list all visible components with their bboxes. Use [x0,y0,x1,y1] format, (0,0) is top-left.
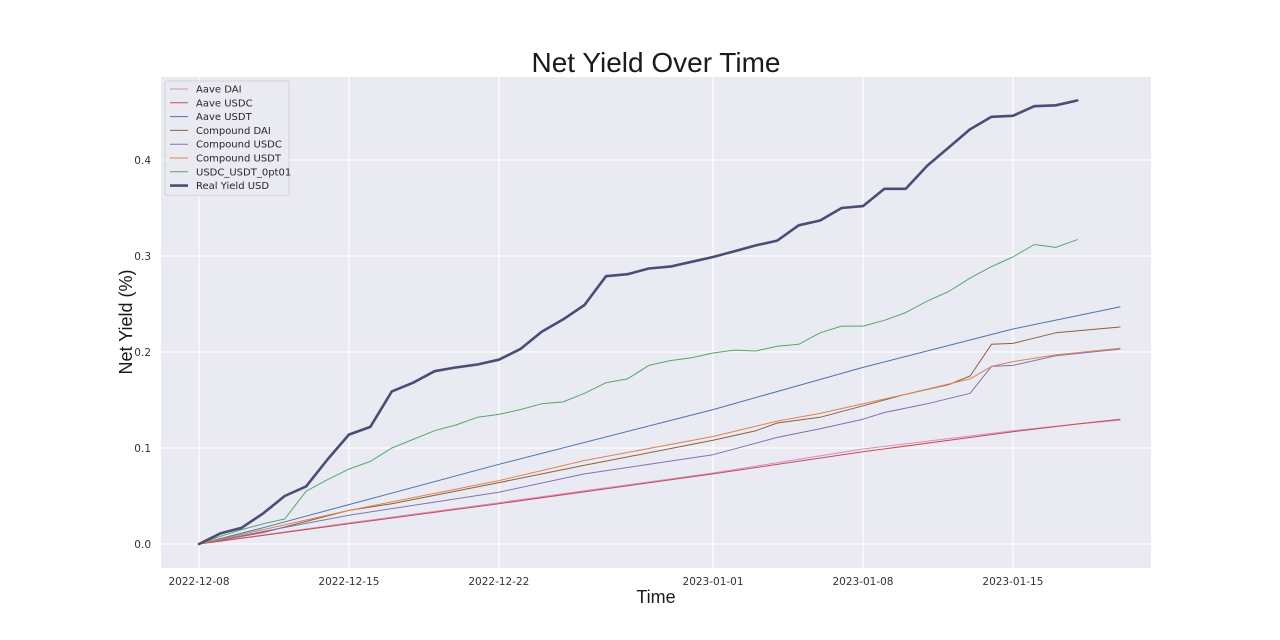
series-line-2 [198,306,1121,545]
series-line-7 [197,99,1079,546]
series-line-1 [198,418,1121,545]
legend-label: Aave USDC [196,98,253,109]
legend: Aave DAI Aave USDC Aave USDT Compound DAI Co… [164,80,291,196]
series-line-3 [198,326,1121,545]
legend-label: Aave USDT [196,112,253,123]
chart-title: Net Yield Over Time [532,47,781,78]
y-axis-label: Net Yield (%) [116,269,136,374]
x-axis-label: Time [636,587,675,607]
x-tick-label: 2023-01-01 [683,576,744,588]
series-line-6 [198,239,1078,545]
legend-label: Real Yield USD [196,181,269,192]
legend-label: USDC_USDT_0pt01 [196,167,291,178]
y-tick-label: 0.3 [134,251,151,263]
y-tick-label: 0.1 [134,443,151,455]
series-lines [197,99,1121,546]
x-tick-label: 2022-12-08 [168,576,229,588]
series-line-4 [198,348,1121,545]
legend-label: Compound USDT [196,154,282,165]
y-tick-label: 0.0 [134,539,151,551]
plot-area [161,77,1151,568]
y-tick-label: 0.2 [134,347,151,359]
x-tick-label: 2022-12-15 [318,576,379,588]
x-tick-label: 2023-01-15 [982,576,1043,588]
legend-box [164,80,290,196]
y-tick-label: 0.4 [134,155,151,167]
x-tick-label: 2023-01-08 [832,576,893,588]
x-tick-labels: 2022-12-08 2022-12-15 2022-12-22 2023-01-01… [168,576,1043,588]
legend-label: Compound DAI [196,126,271,137]
legend-label: Aave DAI [196,85,242,96]
series-line-5 [198,347,1121,545]
legend-label: Compound USDC [196,140,282,151]
x-tick-label: 2022-12-22 [468,576,529,588]
y-tick-labels: 0.0 0.1 0.2 0.3 0.4 [134,155,151,551]
